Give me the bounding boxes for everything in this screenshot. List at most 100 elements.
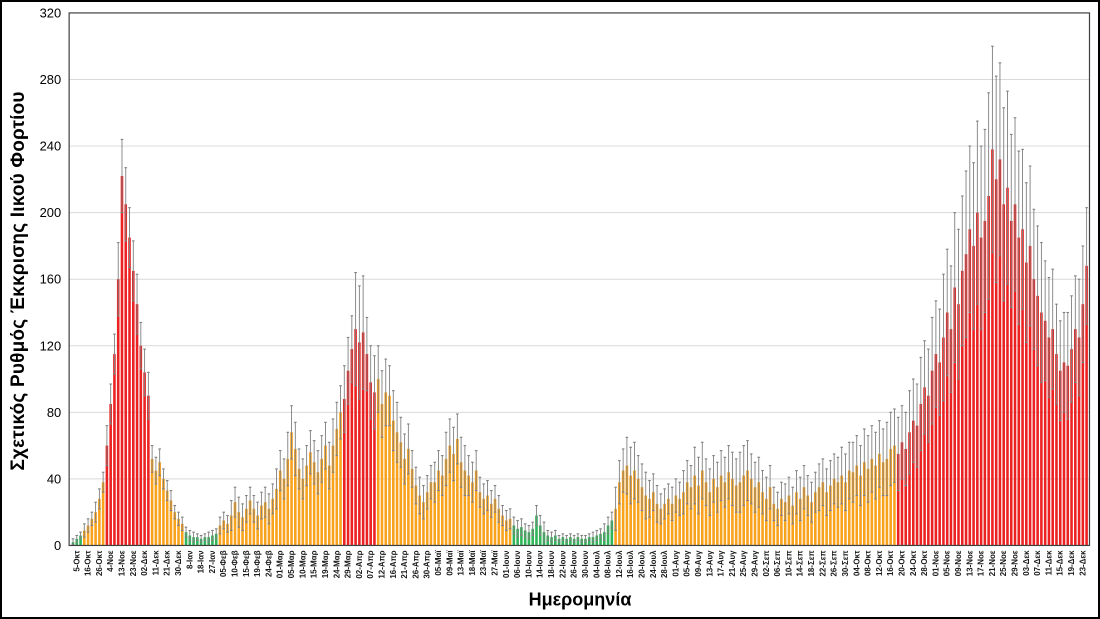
bar — [960, 270, 964, 546]
bar — [787, 495, 791, 546]
x-tick-label: 14-Ιουν — [536, 550, 545, 578]
bar — [373, 392, 376, 546]
bar — [1085, 265, 1088, 546]
x-tick-label: 11-Δεκ — [1044, 550, 1053, 576]
x-tick-label: 23-Μαϊ — [479, 550, 488, 576]
bar — [685, 482, 689, 546]
bar — [1028, 245, 1032, 546]
bar — [697, 485, 700, 546]
bar — [712, 478, 715, 546]
bar — [388, 395, 391, 546]
bar — [802, 487, 806, 546]
bar — [361, 332, 365, 546]
y-tick-label: 0 — [54, 538, 61, 553]
bar — [704, 482, 708, 546]
bar — [482, 498, 486, 546]
bar — [226, 523, 229, 546]
x-tick-label: 05-Νοε — [943, 550, 952, 576]
bar — [162, 478, 165, 546]
x-tick-label: 20-Οκτ — [897, 550, 906, 576]
x-tick-label: 16-Απρ — [389, 550, 398, 578]
bar — [365, 354, 369, 546]
bar — [1036, 295, 1039, 546]
bar — [998, 159, 1002, 546]
bar — [825, 492, 828, 546]
bar — [772, 503, 776, 546]
x-tick-label: 28-Οκτ — [920, 550, 929, 576]
bar — [83, 530, 86, 546]
bar — [282, 478, 286, 546]
x-tick-label: 24-Οκτ — [909, 550, 918, 576]
bar — [655, 503, 659, 546]
bar — [885, 458, 889, 546]
bar — [659, 508, 663, 546]
y-tick-label: 240 — [40, 139, 62, 154]
bar — [768, 487, 772, 546]
bar — [587, 537, 591, 546]
bar — [1013, 204, 1017, 546]
x-tick-label: 13-Αυγ — [705, 550, 714, 577]
bar — [512, 525, 516, 546]
x-tick-label: 27-Ιαν — [208, 550, 217, 574]
bar — [806, 495, 810, 546]
bar — [79, 535, 82, 546]
x-tick-label: 19-Μαρ — [321, 550, 330, 578]
bar — [1055, 354, 1058, 546]
bar — [395, 432, 399, 546]
x-tick-label: 26-Απρ — [411, 550, 420, 578]
bar — [889, 448, 892, 546]
y-tick-label: 160 — [40, 272, 62, 287]
x-tick-label: 18-Σεπ — [807, 550, 816, 576]
bar — [1017, 237, 1021, 546]
bar — [904, 448, 908, 546]
bar — [358, 342, 361, 546]
bar — [505, 520, 508, 546]
bar — [953, 287, 957, 546]
x-tick-label: 14-Σεπ — [796, 550, 805, 576]
bar — [923, 387, 926, 546]
bar — [644, 495, 648, 546]
x-tick-label: 02-Σεπ — [762, 550, 771, 576]
x-tick-label: 06-Σεπ — [773, 550, 782, 576]
bar — [444, 458, 448, 546]
bar — [1006, 187, 1009, 546]
bar — [169, 500, 173, 546]
bar — [576, 537, 580, 546]
bar — [561, 537, 565, 546]
bar — [241, 517, 244, 546]
x-tick-label: 01-Μαρ — [276, 550, 285, 578]
bar — [682, 492, 685, 546]
bar — [972, 245, 975, 546]
bar — [214, 533, 218, 546]
bar — [1002, 204, 1006, 546]
bar — [968, 229, 972, 546]
bar — [410, 468, 414, 546]
bar — [177, 518, 180, 546]
bar — [120, 176, 124, 546]
bar — [493, 498, 497, 546]
bar — [297, 468, 301, 546]
bar — [708, 492, 712, 546]
bar — [640, 487, 644, 546]
bar — [866, 468, 870, 546]
x-tick-label: 11-Δεκ — [151, 550, 160, 576]
bar — [738, 482, 742, 546]
y-tick-label: 320 — [40, 5, 62, 20]
bar — [267, 508, 271, 546]
x-tick-label: 23-Νοε — [129, 550, 138, 576]
bar — [832, 478, 836, 546]
bar — [180, 523, 184, 546]
bar — [851, 472, 855, 546]
bar — [116, 279, 120, 546]
bar — [350, 349, 354, 546]
x-tick-label: 29-Νοε — [1011, 550, 1020, 576]
x-tick-label: 16-Οκτ — [84, 550, 93, 576]
bar — [158, 462, 161, 546]
x-tick-label: 22-Σεπ — [818, 550, 827, 576]
bar — [1021, 229, 1024, 546]
x-tick-label: 26-Ιουν — [570, 550, 579, 578]
bar — [783, 502, 787, 546]
bar — [723, 482, 727, 546]
